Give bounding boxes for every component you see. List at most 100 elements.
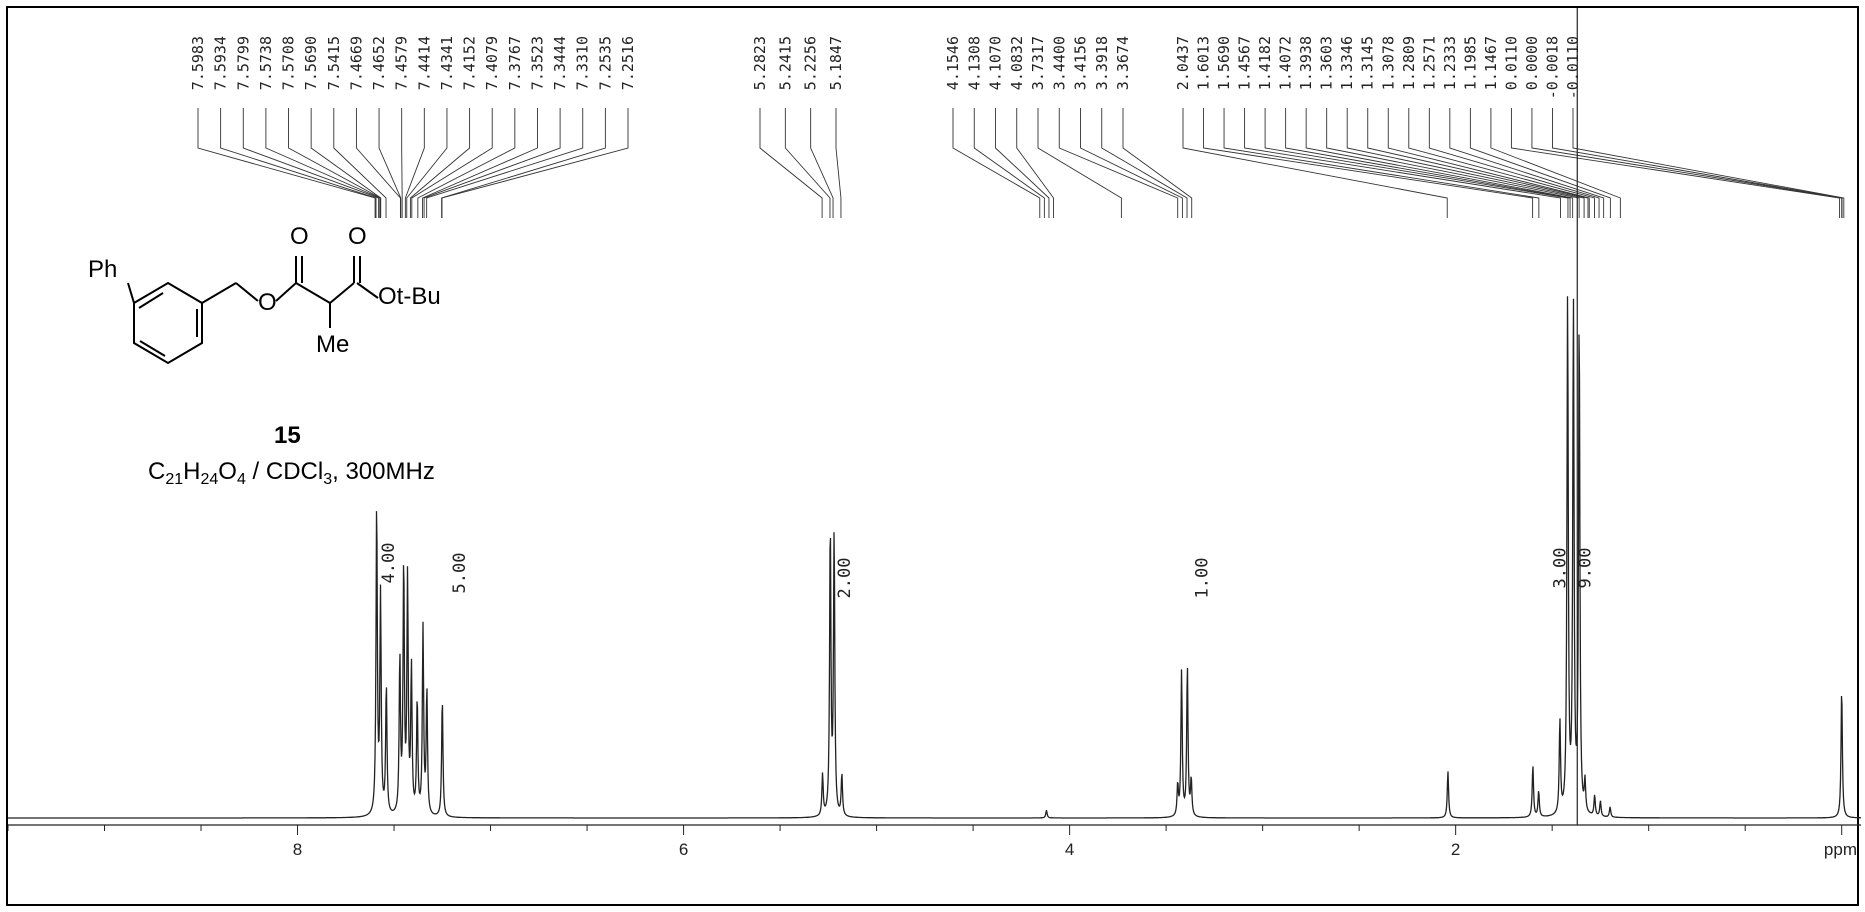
peak-label: 7.3444 — [551, 36, 569, 90]
peak-label: 7.4152 — [461, 36, 479, 90]
x-tick-label: 8 — [293, 840, 302, 859]
peak-label: 1.2333 — [1441, 36, 1459, 90]
peak-label: 7.5738 — [257, 36, 275, 90]
nmr-spectrum-plot: 7.5983 7.5934 7.5799 7.5738 7.5708 7.5690 7.54… — [8, 8, 1861, 859]
peak-label: 3.3918 — [1093, 36, 1111, 90]
peak-connector — [1016, 108, 1055, 218]
peak-label: 3.7317 — [1029, 36, 1047, 90]
carbonyl-oxygen-2-label: O — [348, 223, 367, 250]
peak-connector — [1264, 108, 1569, 218]
carbonyl-oxygen-1-label: O — [290, 223, 309, 250]
peak-label: 0.0000 — [1523, 36, 1541, 90]
peak-connector — [835, 108, 842, 218]
peak-connector — [220, 108, 377, 218]
chemical-structure: Ph O O O Ot-Bu Me — [88, 223, 528, 493]
peak-connector — [417, 108, 516, 218]
peak-label: 1.4567 — [1236, 36, 1254, 90]
peak-label: 3.3674 — [1114, 36, 1132, 90]
peak-connector — [333, 108, 387, 218]
peak-connector — [1449, 108, 1605, 218]
peak-label: 1.4182 — [1256, 36, 1274, 90]
peak-connector — [1408, 108, 1595, 218]
integral-label: 5.00 — [450, 553, 470, 594]
peak-connector — [441, 108, 629, 218]
peak-label: 7.5983 — [189, 36, 207, 90]
peak-label: 5.2823 — [751, 36, 769, 90]
peak-label: 1.3145 — [1359, 36, 1377, 90]
peak-label: 1.1467 — [1482, 36, 1500, 90]
spectrum-frame: 7.5983 7.5934 7.5799 7.5738 7.5708 7.5690 7.54… — [6, 6, 1861, 906]
peak-label: 7.5799 — [234, 36, 252, 90]
peak-connector — [952, 108, 1041, 218]
peak-label: 2.0437 — [1174, 36, 1192, 90]
peak-label: 7.5690 — [302, 36, 320, 90]
peak-label: 1.2809 — [1400, 36, 1418, 90]
peak-connector — [1490, 108, 1621, 218]
peak-connector — [1285, 108, 1571, 218]
peak-connector — [422, 108, 538, 218]
peak-connector — [1305, 108, 1574, 218]
peak-connector — [404, 108, 425, 218]
peak-label: 5.1847 — [827, 36, 845, 90]
peak-connector — [1326, 108, 1580, 218]
peak-connector — [1346, 108, 1585, 218]
peak-label: 4.1070 — [987, 36, 1005, 90]
peak-label: 1.3346 — [1338, 36, 1356, 90]
peak-connector — [426, 108, 584, 218]
peak-connector — [423, 108, 561, 218]
methyl-label: Me — [316, 331, 350, 358]
peak-connector — [1552, 108, 1843, 218]
peak-label: -0.0110 — [1564, 36, 1582, 99]
x-tick-label: 4 — [1065, 840, 1074, 859]
peak-label: 7.4414 — [415, 36, 433, 90]
peak-label: 7.2535 — [596, 36, 614, 90]
x-tick-label: ppm — [1824, 840, 1857, 859]
peak-connector — [1469, 108, 1611, 218]
peak-connector — [1428, 108, 1600, 218]
peak-label: 5.2256 — [802, 36, 820, 90]
phenyl-label: Ph — [88, 256, 118, 283]
peak-connector — [378, 108, 402, 218]
peak-connector — [1101, 108, 1188, 218]
peak-label: 0.0110 — [1502, 36, 1520, 90]
structure-bonds — [127, 256, 379, 365]
peak-connector — [1037, 108, 1122, 218]
spectrum-trace — [8, 296, 1861, 819]
peak-connector — [1531, 108, 1843, 218]
x-tick-label: 2 — [1451, 840, 1460, 859]
peak-label: 1.3078 — [1379, 36, 1397, 90]
integral-label: 4.00 — [379, 543, 399, 584]
peak-label: 5.2415 — [776, 36, 794, 90]
peak-connector — [197, 108, 376, 218]
peak-connector — [1080, 108, 1183, 218]
integral-label: 1.00 — [1192, 558, 1212, 599]
peak-connector — [242, 108, 380, 218]
peak-label: 7.2516 — [619, 36, 637, 90]
peak-label: 7.5708 — [280, 36, 298, 90]
peak-connector — [1223, 108, 1540, 218]
peak-connector — [995, 108, 1050, 218]
peak-label: 1.6013 — [1195, 36, 1213, 90]
peak-connector — [411, 108, 493, 218]
peak-connector — [441, 108, 606, 218]
peak-label: 7.4652 — [370, 36, 388, 90]
peak-label: 1.4072 — [1277, 36, 1295, 90]
peak-connector — [810, 108, 834, 218]
peak-connector — [310, 108, 382, 218]
peak-label: 4.1308 — [965, 36, 983, 90]
peak-connector — [1387, 108, 1590, 218]
peak-connector — [409, 108, 471, 218]
peak-label: 7.5415 — [325, 36, 343, 90]
peak-connector — [1203, 108, 1534, 218]
peak-label: 1.5690 — [1215, 36, 1233, 90]
peak-label: 4.1546 — [944, 36, 962, 90]
integral-label: 2.00 — [835, 558, 855, 599]
peak-label: 7.4579 — [393, 36, 411, 90]
peak-label: 7.4341 — [438, 36, 456, 90]
peak-connector — [1058, 108, 1179, 218]
peak-label: 7.4669 — [347, 36, 365, 90]
peak-connector — [759, 108, 823, 218]
peak-label: 1.1985 — [1461, 36, 1479, 90]
peak-label: 1.2571 — [1420, 36, 1438, 90]
tert-butoxy-label: Ot-Bu — [378, 283, 441, 310]
